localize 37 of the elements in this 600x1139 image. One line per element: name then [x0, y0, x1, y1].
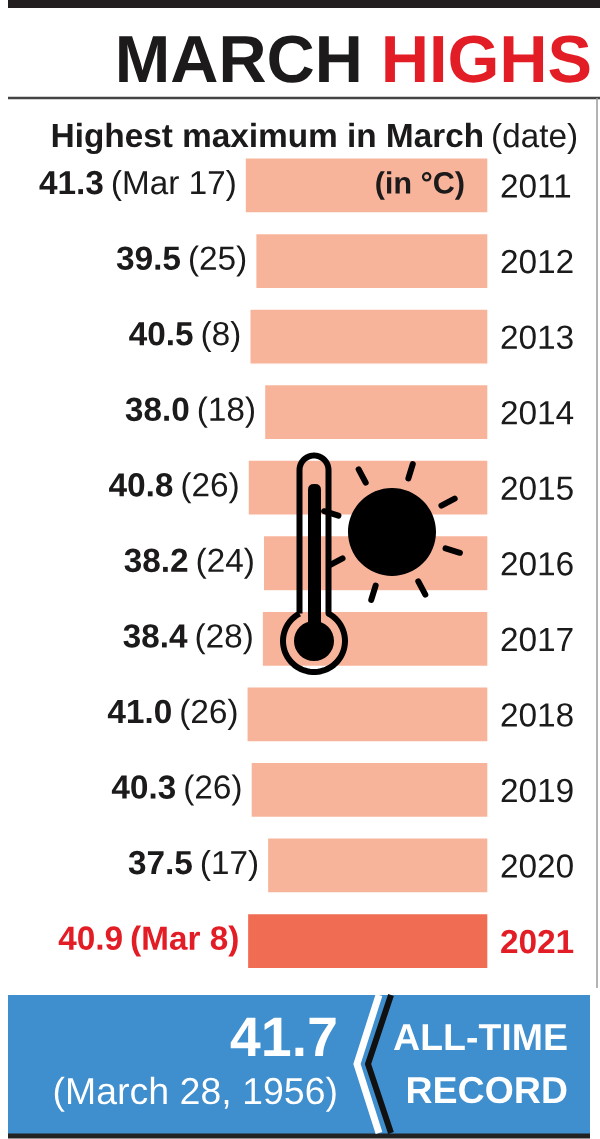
chart-title: MARCH HIGHS [119, 35, 590, 83]
y-tick-label: 2015 [501, 476, 573, 501]
data-label: 37.5 (17) [128, 849, 258, 881]
bar [246, 912, 488, 970]
data-label: 38.2 (24) [124, 547, 253, 579]
bar [244, 157, 488, 214]
data-label: 38.4 (28) [123, 623, 252, 655]
chart-subtitle: Highest maximum in March (date) [52, 122, 577, 155]
text: RECORD [408, 1076, 567, 1104]
data-label: 38.0 (18) [125, 396, 254, 428]
data-label: 40.9 (Mar 8) [58, 925, 238, 957]
bar [246, 686, 488, 743]
annotation: (in °C) [376, 171, 464, 200]
bar [254, 232, 488, 290]
data-label: 40.8 (26) [109, 472, 238, 504]
y-tick-label: 2016 [501, 552, 573, 576]
text: 41.7 [230, 1017, 336, 1056]
bar [266, 837, 488, 894]
y-tick-label: 2017 [501, 627, 573, 652]
y-tick-label: 2019 [501, 778, 573, 803]
data-label: 41.3 (Mar 17) [39, 169, 235, 201]
y-tick-label: 2011 [501, 174, 571, 198]
y-tick-label: 2020 [501, 854, 573, 878]
y-tick-label: 2014 [501, 400, 574, 425]
bar [249, 308, 488, 365]
y-tick-label: 2012 [501, 249, 573, 274]
bar [263, 383, 488, 441]
y-tick-label: 2013 [501, 325, 573, 349]
y-tick-label: 2018 [501, 703, 573, 727]
bar [250, 761, 488, 819]
y-tick-label: 2021 [501, 929, 574, 954]
data-label: 41.0 (26) [107, 698, 237, 730]
data-label: 40.5 (8) [129, 321, 240, 353]
text: (March 28, 1956) [54, 1076, 336, 1112]
data-label: 40.3 (26) [111, 774, 241, 806]
data-label: 39.5 (25) [116, 245, 246, 277]
text: ALL-TIME [393, 1024, 567, 1050]
